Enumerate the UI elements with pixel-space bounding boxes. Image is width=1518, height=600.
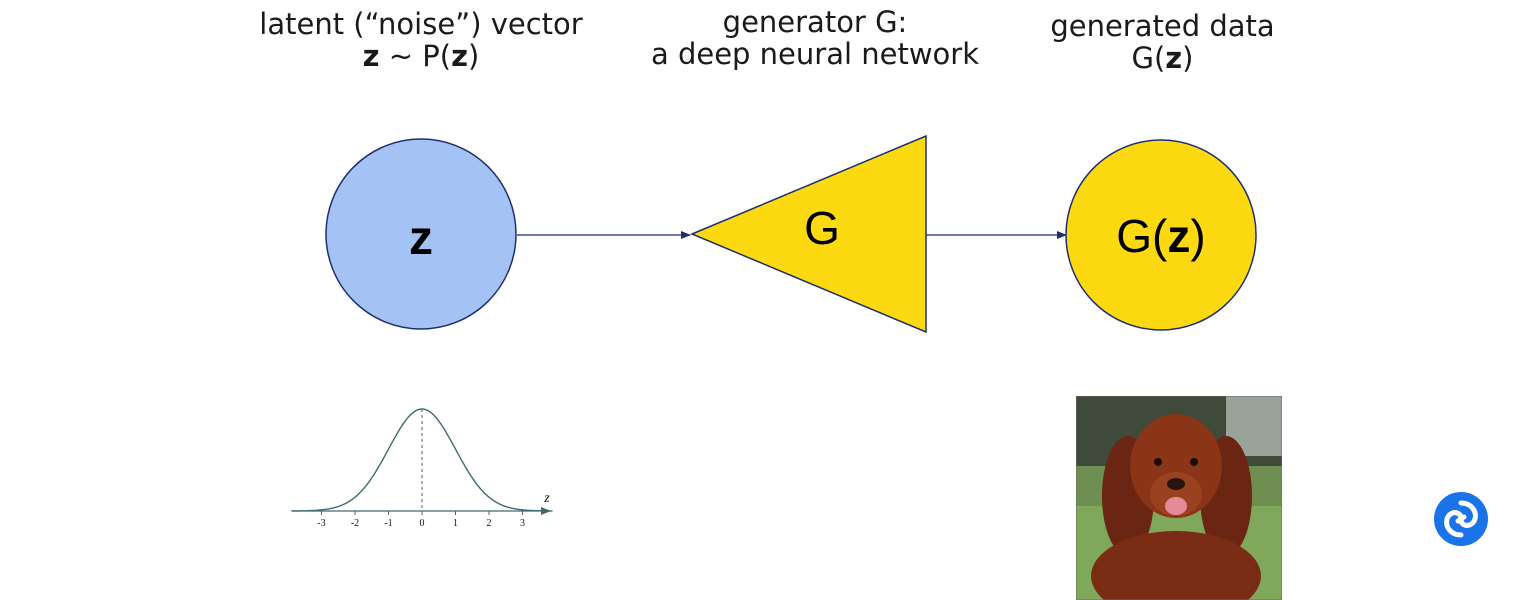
dog-photo (1076, 396, 1282, 600)
generated-caption-line2: G(z) (1131, 41, 1194, 75)
generator-caption-line2: a deep neural network (650, 37, 980, 71)
generated-data-caption: generated data G(z) (1025, 10, 1300, 74)
gaussian-tick-label: 0 (420, 518, 425, 529)
generator-g-node (690, 134, 927, 334)
latent-caption-line2: z ~ P(z) (362, 39, 480, 73)
latent-vector-caption: latent (“noise”) vector z ~ P(z) (251, 8, 591, 72)
generator-caption: generator G: a deep neural network (635, 6, 995, 70)
gaussian-tick-label: -1 (384, 518, 392, 529)
deepmind-logo-icon (1434, 492, 1488, 546)
latent-caption-line1: latent (“noise”) vector (259, 7, 583, 41)
generated-gz-node (1065, 139, 1257, 331)
latent-z-label: z (409, 212, 433, 265)
gaussian-distribution-plot: -3 -2 -1 0 1 2 3 z (291, 408, 553, 529)
generated-gz-label: G(z) (1116, 210, 1205, 262)
gaussian-tick-label: 2 (487, 518, 492, 529)
generator-caption-line1: generator G: (722, 5, 908, 39)
gaussian-tick-label: -3 (317, 518, 325, 529)
gaussian-axis-label: z (543, 491, 550, 506)
generator-g-label: G (804, 202, 840, 254)
generated-caption-line1: generated data (1050, 9, 1275, 43)
gaussian-tick-label: 3 (520, 518, 525, 529)
gaussian-ticks: -3 -2 -1 0 1 2 3 (317, 511, 525, 529)
gaussian-tick-label: -2 (351, 518, 359, 529)
gaussian-tick-label: 1 (453, 518, 458, 529)
latent-z-node (325, 138, 517, 330)
